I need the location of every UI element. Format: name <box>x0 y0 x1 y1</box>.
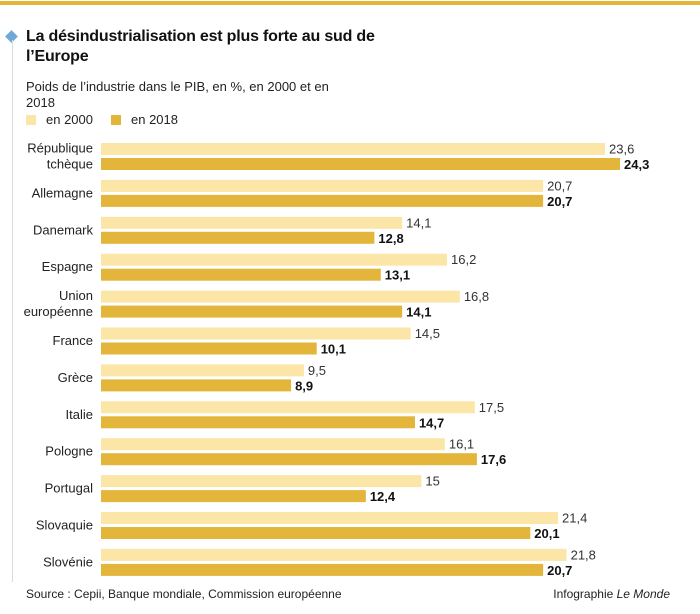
chart-title: La désindustrialisation est plus forte a… <box>26 28 375 65</box>
data-label-2000: 14,5 <box>415 326 440 341</box>
bar-2018 <box>101 490 366 503</box>
data-label-2018: 20,7 <box>547 194 572 209</box>
category-label: Danemark <box>33 222 93 237</box>
bar-2000 <box>101 253 447 266</box>
legend-label-2018: en 2018 <box>131 112 178 127</box>
category-label: France <box>53 333 93 348</box>
category-label: Allemagne <box>32 185 93 200</box>
bar-2018 <box>101 342 317 355</box>
data-label-2000: 15 <box>425 474 439 489</box>
bar-2000 <box>101 438 445 451</box>
data-label-2018: 14,7 <box>419 415 444 430</box>
data-label-2000: 21,4 <box>562 511 587 526</box>
bar-2018 <box>101 453 477 466</box>
category-label: Pologne <box>45 444 93 459</box>
category-label: Espagne <box>42 259 93 274</box>
category-label: Slovénie <box>43 554 93 569</box>
bar-2018 <box>101 563 544 576</box>
data-label-2018: 13,1 <box>385 268 410 283</box>
bar-2000 <box>101 512 559 524</box>
credit-note: Infographie Le Monde <box>553 587 670 601</box>
credit-prefix: Infographie <box>553 587 614 601</box>
category-label: Italie <box>66 407 93 422</box>
legend-swatch-2000 <box>26 114 36 125</box>
data-label-2018: 17,6 <box>481 452 506 467</box>
category-label: Grèce <box>58 370 93 385</box>
data-label-2018: 20,1 <box>534 526 559 541</box>
data-label-2018: 8,9 <box>295 378 313 393</box>
bar-2000 <box>101 364 304 377</box>
data-label-2018: 24,3 <box>624 157 649 172</box>
bar-2018 <box>101 416 415 429</box>
top-rule <box>0 1 700 5</box>
bar-2018 <box>101 158 620 170</box>
bar-2018 <box>101 268 381 281</box>
legend-swatch-2018 <box>111 114 121 125</box>
legend: en 2000 en 2018 <box>26 112 196 127</box>
bar-2018 <box>101 379 292 392</box>
data-label-2018: 12,4 <box>370 489 396 504</box>
data-label-2000: 9,5 <box>308 363 326 378</box>
legend-item-2018: en 2018 <box>111 112 178 127</box>
bar-2000 <box>101 475 422 488</box>
category-label: tchèque <box>47 157 93 172</box>
category-label: République <box>27 141 93 156</box>
bar-2000 <box>101 143 606 155</box>
credit-name: Le Monde <box>616 587 670 601</box>
legend-item-2000: en 2000 <box>26 112 93 127</box>
source-note: Source : Cepii, Banque mondiale, Commiss… <box>26 587 342 601</box>
data-label-2000: 23,6 <box>609 142 634 157</box>
data-label-2000: 17,5 <box>479 400 504 415</box>
bar-2000 <box>101 179 544 192</box>
data-label-2000: 21,8 <box>571 547 596 562</box>
category-label: européenne <box>24 304 93 319</box>
data-label-2000: 16,8 <box>464 289 489 304</box>
category-label: Union <box>59 288 93 303</box>
data-label-2018: 12,8 <box>378 231 403 246</box>
bar-2018 <box>101 194 544 207</box>
data-label-2000: 16,1 <box>449 437 474 452</box>
category-label: Portugal <box>45 481 94 496</box>
data-label-2000: 20,7 <box>547 178 572 193</box>
bar-2000 <box>101 327 411 340</box>
bar-2018 <box>101 305 403 318</box>
data-label-2000: 16,2 <box>451 252 476 267</box>
category-label: Slovaquie <box>36 518 93 533</box>
data-label-2018: 14,1 <box>406 305 431 320</box>
bar-2018 <box>101 231 375 244</box>
data-label-2000: 14,1 <box>406 215 431 230</box>
data-label-2018: 20,7 <box>547 563 572 578</box>
data-label-2018: 10,1 <box>321 342 346 357</box>
bar-2000 <box>101 401 475 414</box>
side-line <box>12 40 13 582</box>
bar-2018 <box>101 527 531 539</box>
bar-2000 <box>101 216 403 229</box>
bar-2000 <box>101 290 460 303</box>
bar-2000 <box>101 548 567 561</box>
chart-subtitle: Poids de l’industrie dans le PIB, en %, … <box>26 79 329 110</box>
legend-label-2000: en 2000 <box>46 112 93 127</box>
